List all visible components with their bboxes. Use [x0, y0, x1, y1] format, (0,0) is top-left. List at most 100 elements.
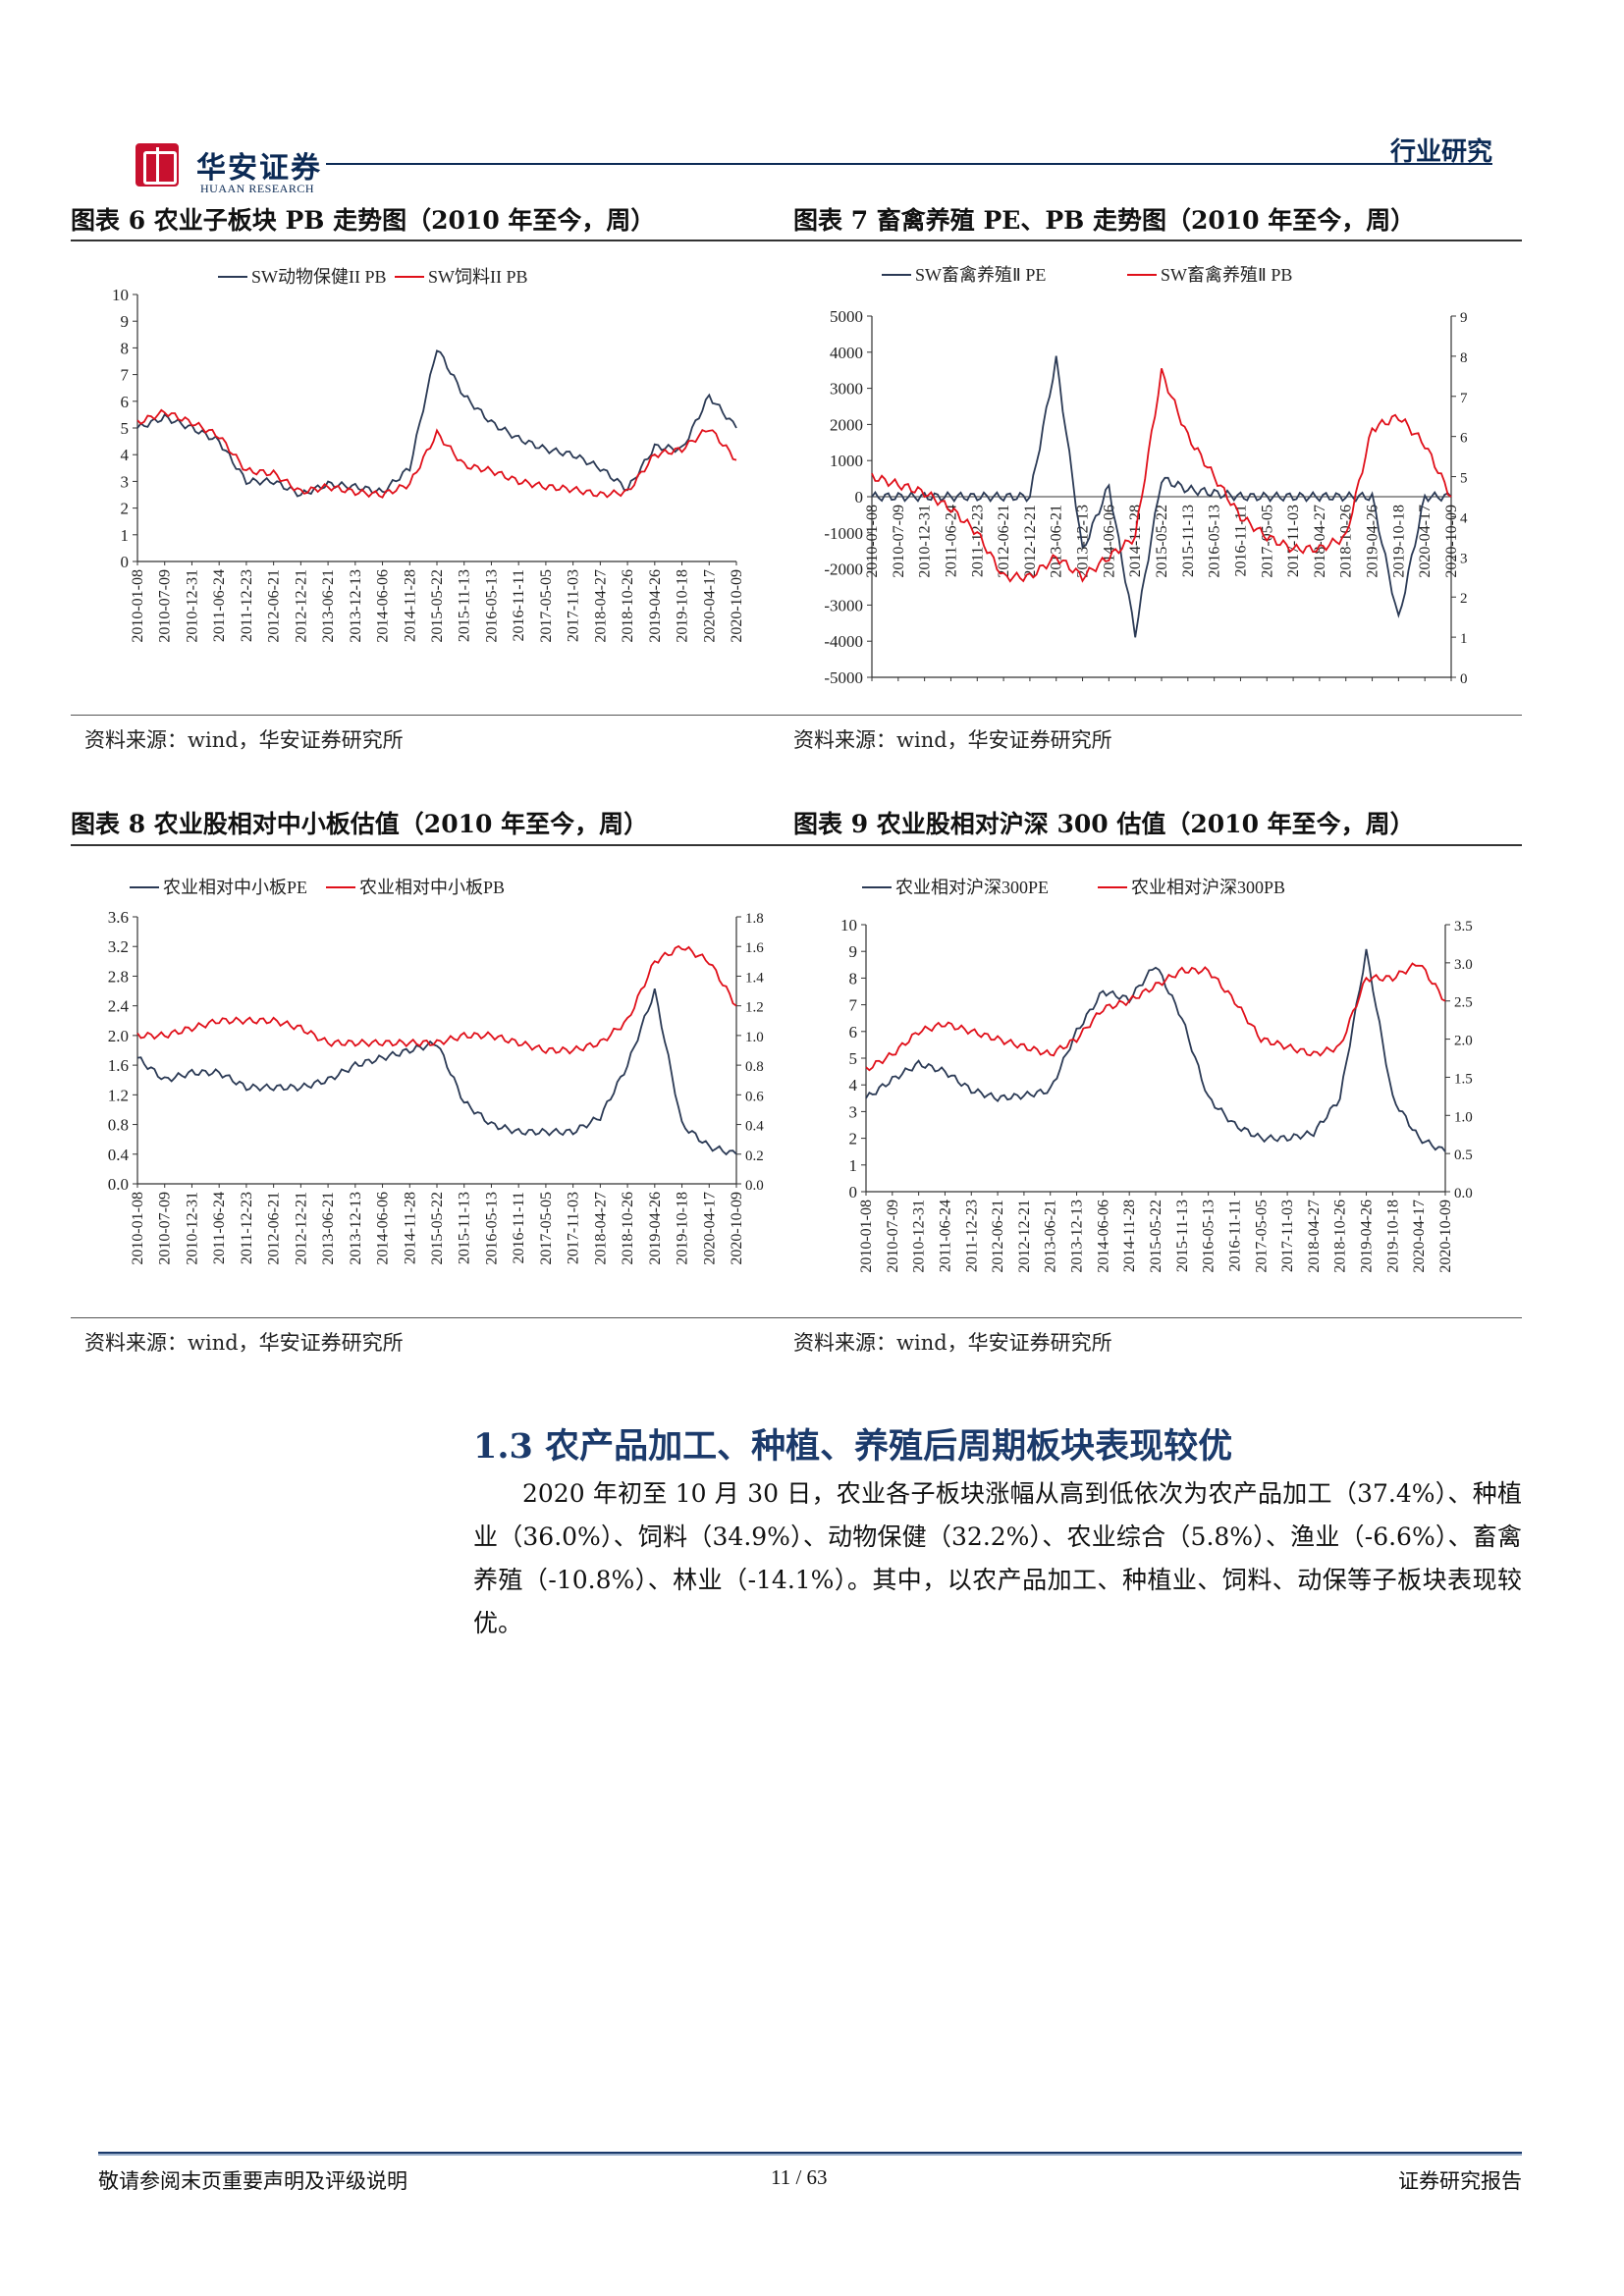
y2-tick-label: 1.0 [745, 1030, 764, 1045]
y-tick-label: 3.6 [108, 908, 129, 927]
x-tick-label: 2010-01-08 [864, 505, 881, 578]
footer-disclaimer: 敬请参阅末页重要声明及评级说明 [98, 2169, 407, 2193]
series-line [871, 368, 1452, 583]
x-tick-label: 2017-05-05 [538, 569, 555, 643]
y2-tick-label: 4 [1460, 510, 1468, 526]
series-line [136, 944, 737, 1055]
legend-label: 农业相对沪深300PB [1131, 878, 1285, 897]
y-tick-label: 5000 [830, 307, 863, 326]
y-tick-label: 8 [121, 339, 130, 357]
y-tick-label: 4000 [830, 344, 863, 362]
footer-report-type: 证券研究报告 [1398, 2169, 1522, 2193]
y2-tick-label: 0.4 [745, 1119, 764, 1135]
x-tick-label: 2010-12-31 [184, 1192, 200, 1265]
x-tick-label: 2018-10-26 [620, 1192, 636, 1265]
x-tick-label: 2018-04-27 [592, 1192, 609, 1265]
y-tick-label: 0 [855, 488, 864, 507]
y-tick-label: 7 [121, 366, 130, 385]
x-tick-label: 2011-12-23 [963, 1200, 980, 1272]
x-tick-label: 2015-11-13 [457, 1192, 473, 1264]
legend-label: SW动物保健II PB [251, 267, 387, 287]
y-tick-label: 10 [840, 916, 857, 934]
legend-label: SW畜禽养殖Ⅱ PE [915, 264, 1046, 285]
legend-label: SW畜禽养殖Ⅱ PB [1161, 264, 1292, 285]
x-tick-label: 2010-07-09 [157, 1192, 174, 1265]
section-paragraph: 2020 年初至 10 月 30 日，农业各子板块涨幅从高到低依次为农产品加工（… [473, 1479, 1522, 1637]
y-tick-label: -3000 [824, 596, 863, 614]
x-tick-label: 2017-11-03 [566, 569, 582, 642]
y-tick-label: 0.8 [108, 1116, 129, 1135]
x-tick-label: 2013-06-21 [320, 1192, 337, 1265]
y-tick-label: 2 [121, 500, 130, 518]
x-tick-label: 2019-04-26 [1365, 505, 1381, 578]
x-tick-label: 2019-10-18 [675, 1192, 691, 1265]
y-tick-label: 7 [849, 996, 858, 1015]
y-tick-label: 10 [112, 286, 129, 304]
y2-tick-label: 1.2 [745, 1000, 764, 1016]
x-tick-label: 2018-04-27 [1312, 505, 1328, 578]
x-tick-label: 2017-05-05 [538, 1192, 555, 1265]
footer-divider [98, 2152, 1522, 2156]
y-tick-label: 8 [849, 969, 858, 988]
section-title: 1.3 农产品加工、种植、养殖后周期板块表现较优 [473, 1426, 1233, 1467]
row2-bottom-rule [71, 1317, 1522, 1318]
y-tick-label: -2000 [824, 561, 863, 579]
x-tick-label: 2010-12-31 [917, 505, 934, 578]
chart-8-title: 图表 8 农业股相对中小板估值（2010 年至今，周） [71, 810, 649, 838]
series-line [865, 962, 1446, 1072]
y-tick-label: 1 [849, 1156, 858, 1175]
x-tick-label: 2020-10-09 [1437, 1200, 1454, 1273]
x-tick-label: 2010-01-08 [130, 569, 146, 643]
y2-tick-label: 2.0 [1454, 1034, 1473, 1049]
chart-9-title: 图表 9 农业股相对沪深 300 估值（2010 年至今，周） [793, 810, 1415, 838]
y-tick-label: 2.8 [108, 967, 129, 986]
chart-6-title: 图表 6 农业子板块 PB 走势图（2010 年至今，周） [71, 206, 656, 235]
y2-tick-label: 0.2 [745, 1148, 764, 1164]
x-tick-label: 2011-06-24 [943, 505, 959, 577]
x-tick-label: 2012-12-21 [1016, 1200, 1033, 1273]
chart-9-source: 资料来源：wind，华安证券研究所 [793, 1331, 1112, 1355]
x-tick-label: 2020-10-09 [729, 569, 745, 643]
x-tick-label: 2020-04-17 [701, 569, 718, 643]
x-tick-label: 2018-10-26 [620, 569, 636, 643]
x-tick-label: 2011-12-23 [239, 1192, 255, 1264]
y2-tick-label: 0.0 [1454, 1186, 1473, 1201]
x-tick-label: 2012-06-21 [266, 569, 283, 643]
x-tick-label: 2012-06-21 [990, 1200, 1006, 1273]
report-category: 行业研究 [1389, 137, 1492, 167]
x-tick-label: 2015-05-22 [1154, 505, 1170, 578]
x-tick-label: 2015-05-22 [429, 1192, 446, 1265]
x-tick-label: 2015-05-22 [429, 569, 446, 643]
y-tick-label: 3.2 [108, 937, 129, 956]
y-tick-label: -4000 [824, 632, 863, 651]
x-tick-label: 2014-06-06 [1101, 505, 1117, 578]
x-tick-label: 2011-06-24 [211, 569, 228, 642]
x-tick-label: 2012-12-21 [1022, 505, 1039, 578]
x-tick-label: 2010-07-09 [891, 505, 907, 578]
x-tick-label: 2015-11-13 [457, 569, 473, 642]
x-tick-label: 2019-04-26 [647, 569, 664, 643]
series-line [865, 948, 1446, 1152]
y-tick-label: 2000 [830, 415, 863, 434]
y-tick-label: 0.0 [108, 1175, 129, 1194]
x-tick-label: 2019-10-18 [1390, 505, 1407, 578]
y-tick-label: 1 [121, 526, 130, 545]
x-tick-label: 2020-10-09 [1443, 505, 1460, 578]
y-tick-label: 5 [121, 419, 130, 438]
header-divider [326, 163, 1492, 165]
row2-top-rule [71, 844, 1522, 846]
y2-tick-label: 1.0 [1454, 1109, 1473, 1125]
x-tick-label: 2014-11-28 [1121, 1200, 1138, 1272]
x-tick-label: 2013-06-21 [320, 569, 337, 643]
logo-subtitle: HUAAN RESEARCH [200, 182, 315, 195]
x-tick-label: 2011-12-23 [969, 505, 986, 577]
y2-tick-label: 1.6 [745, 940, 764, 956]
x-tick-label: 2016-11-11 [1226, 1200, 1243, 1271]
x-tick-label: 2014-06-06 [375, 1192, 392, 1265]
y2-tick-label: 2 [1460, 591, 1468, 607]
chart-9: 1098765432103.53.02.52.01.51.00.50.02010… [840, 878, 1473, 1273]
y-tick-label: 9 [121, 312, 130, 331]
x-tick-label: 2012-12-21 [293, 1192, 309, 1265]
x-tick-label: 2010-01-08 [130, 1192, 146, 1265]
legend-label: 农业相对中小板PE [163, 878, 307, 897]
